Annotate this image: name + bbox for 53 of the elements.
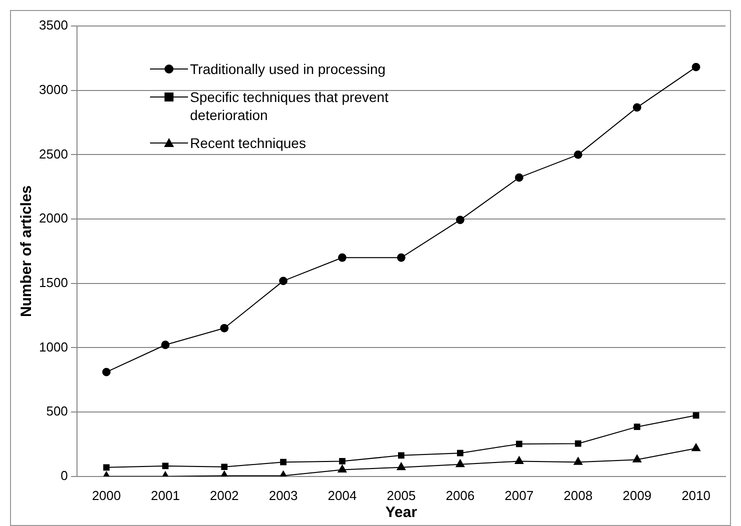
x-tick-label: 2007 xyxy=(504,488,534,503)
point xyxy=(398,452,404,459)
point xyxy=(456,216,464,224)
point xyxy=(396,462,406,470)
point xyxy=(574,440,582,447)
x-tick-label: 2008 xyxy=(564,488,593,503)
point xyxy=(632,454,642,462)
x-tick-label: 2009 xyxy=(622,488,652,503)
legend-label: Traditionally used in processing xyxy=(190,60,386,78)
x-tick-label: 2001 xyxy=(150,488,180,503)
point xyxy=(514,456,524,464)
point xyxy=(516,440,522,448)
point xyxy=(514,173,524,182)
x-tick-label: 2006 xyxy=(446,488,475,503)
x-tick-label: 2005 xyxy=(386,488,416,503)
legend-label: Recent techniques xyxy=(190,134,306,152)
point xyxy=(632,103,642,112)
point xyxy=(692,62,700,72)
x-tick-label: 2003 xyxy=(268,488,298,503)
point xyxy=(102,368,111,376)
point xyxy=(338,253,346,262)
y-tick-label: 500 xyxy=(46,404,68,419)
point xyxy=(103,464,110,471)
y-axis-title: Number of articles xyxy=(18,185,36,318)
y-tick-label: 1500 xyxy=(39,274,68,290)
point xyxy=(161,340,170,350)
point xyxy=(279,276,288,286)
x-tick-label: 2000 xyxy=(92,488,121,503)
point xyxy=(162,462,169,470)
point xyxy=(456,450,464,456)
point xyxy=(221,464,228,470)
point xyxy=(455,458,465,468)
point xyxy=(280,458,286,466)
y-tick-label: 3000 xyxy=(39,82,68,97)
x-tick-label: 2010 xyxy=(682,488,710,503)
point xyxy=(634,424,640,430)
point xyxy=(692,412,700,419)
point xyxy=(220,324,229,332)
y-tick-label: 1000 xyxy=(39,339,68,354)
y-tick-label: 0 xyxy=(60,468,68,483)
x-tick-label: 2004 xyxy=(328,488,357,503)
legend-label: Specific techniques that prevent deterioration xyxy=(190,88,390,124)
point xyxy=(397,253,406,262)
y-tick-label: 2500 xyxy=(39,146,68,162)
x-axis-title: Year xyxy=(385,504,418,522)
point xyxy=(574,150,582,159)
y-tick-label: 3500 xyxy=(39,18,68,33)
point xyxy=(573,456,583,465)
y-tick-label: 2000 xyxy=(39,210,68,226)
point xyxy=(337,464,348,472)
point xyxy=(339,458,346,464)
point xyxy=(691,442,701,452)
x-tick-label: 2002 xyxy=(210,488,239,503)
